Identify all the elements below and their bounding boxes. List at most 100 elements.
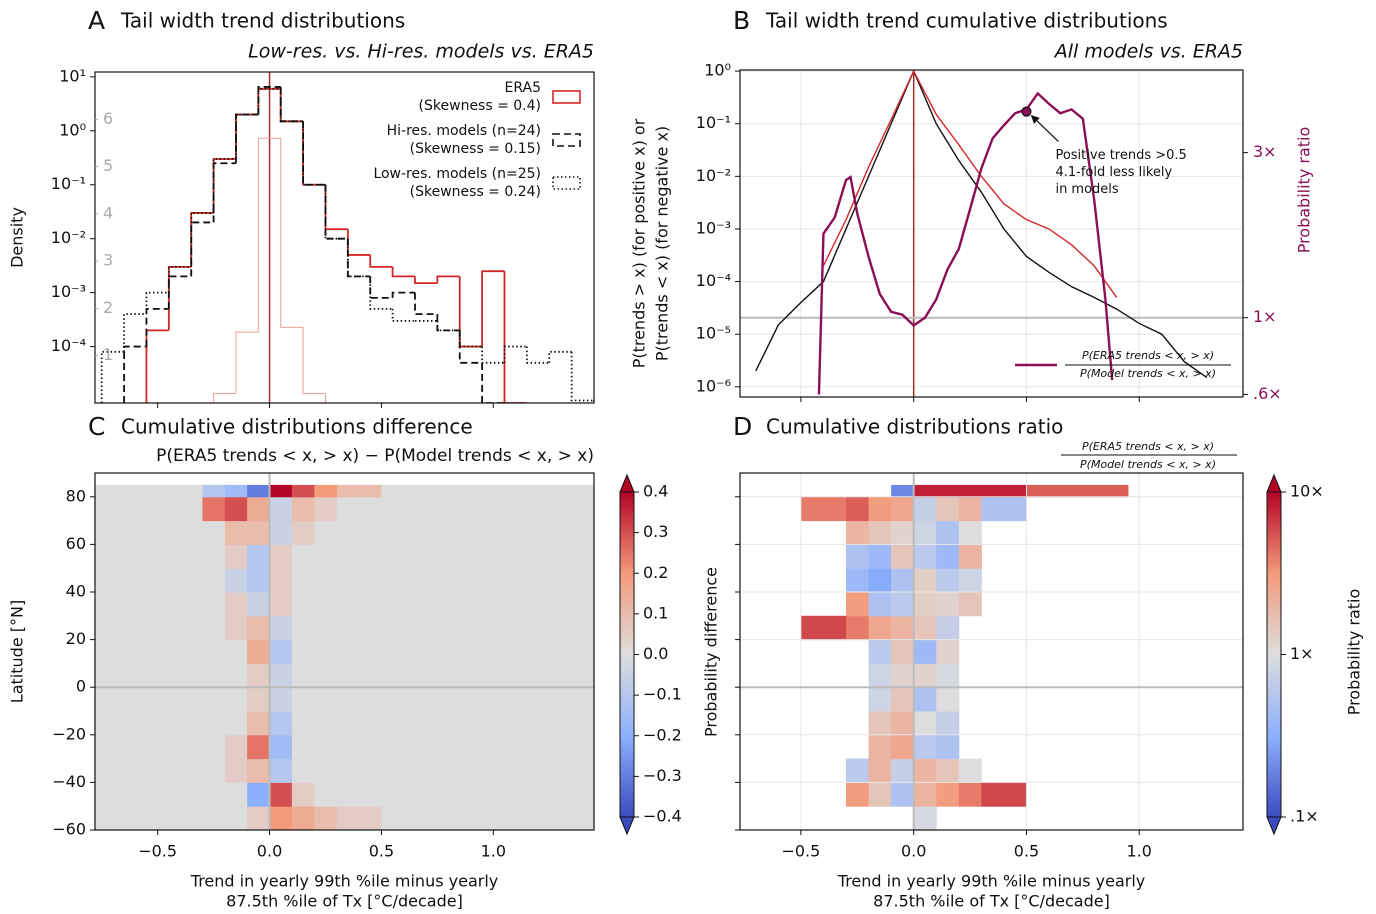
x-tick-label: 0.0: [901, 842, 926, 861]
colorbar-extend-min: [1266, 816, 1282, 836]
y-tick-label: 10⁰: [59, 120, 86, 139]
heatmap-cell: [381, 782, 594, 807]
x-tick-label: −0.5: [138, 842, 177, 861]
heatmap-cell: [381, 758, 594, 783]
heatmap-cell: [936, 592, 960, 617]
colorbar-tick-label: .1×: [1290, 807, 1319, 826]
annotation-text: 4.1-fold less likely: [1055, 165, 1172, 180]
heatmap-cell: [336, 484, 382, 498]
heatmap-cell: [247, 758, 271, 783]
histogram-bin: [235, 113, 259, 160]
colorbar-label: Probability difference: [702, 567, 721, 737]
heatmap-cell: [936, 520, 960, 545]
histogram-bin: [324, 184, 348, 240]
histogram-bin: [548, 350, 572, 363]
histogram-bin: [436, 314, 460, 332]
y-tick-label: 10⁻²: [696, 166, 731, 185]
histogram-bin: [391, 308, 415, 322]
heatmap-cell: [157, 734, 203, 760]
histogram-bin: [369, 276, 393, 299]
legend-label: P(ERA5 trends < x, > x): [1082, 349, 1214, 362]
histogram-bin: [458, 330, 483, 364]
heatmap-cell: [314, 484, 338, 498]
heatmap-cell: [913, 484, 937, 498]
y2-tick-label: 3: [103, 251, 113, 270]
heatmap-cell: [247, 734, 271, 760]
heatmap-cell: [269, 687, 293, 712]
heatmap-cell: [336, 592, 382, 617]
heatmap-cell: [95, 758, 159, 783]
heatmap-cell: [381, 663, 594, 688]
histogram-bin: [145, 291, 169, 315]
heatmap-cell: [936, 687, 960, 712]
heatmap-cell: [868, 496, 892, 522]
plot-area: [100, 72, 594, 403]
heatmap-cell: [891, 782, 915, 807]
annotation-text: Positive trends >0.5: [1055, 148, 1186, 163]
heatmap-cell: [157, 663, 203, 688]
heatmap-cell: [291, 806, 315, 830]
heatmap-cell: [202, 687, 226, 712]
histogram-bin: [570, 351, 594, 402]
legend-swatch: [552, 176, 581, 190]
y2-axis-label: Probability ratio: [1295, 127, 1314, 254]
heatmap-cell: [291, 496, 315, 522]
heatmap-cell: [913, 711, 937, 736]
histogram-bin: [235, 113, 259, 160]
heatmap-cell: [157, 687, 203, 712]
histogram-bin: [190, 221, 214, 277]
heatmap-cell: [224, 484, 248, 498]
panel-title: Cumulative distributions difference: [121, 415, 473, 439]
heatmap-cell: [958, 592, 982, 617]
heatmap-cell: [381, 520, 594, 545]
heatmap-cell: [202, 806, 226, 830]
heatmap-cell: [157, 615, 203, 641]
heatmap-cell: [157, 544, 203, 569]
heatmap-cell: [314, 758, 338, 783]
y-tick-label: 10⁻³: [51, 282, 86, 301]
histogram-bin: [503, 345, 527, 363]
histogram-bin: [145, 307, 169, 347]
y-tick-label: 10⁻¹: [51, 174, 86, 193]
heatmap-cell: [269, 520, 293, 545]
legend-note: (Skewness = 0.15): [410, 141, 541, 157]
heatmap-cell: [846, 544, 870, 569]
colorbar-extend-max: [1266, 473, 1282, 493]
heatmap-cell: [958, 568, 982, 593]
histogram-bin: [279, 88, 304, 123]
heatmap-cell: [291, 615, 315, 641]
histogram-bin: [145, 329, 169, 403]
histogram-drop: [503, 271, 527, 403]
heatmap-cell: [314, 782, 338, 807]
heatmap-cell: [202, 758, 226, 783]
heatmap-cell: [981, 484, 1027, 498]
histogram-bin: [302, 327, 326, 395]
y2-tick-label: 1×: [1253, 307, 1277, 326]
heatmap-cell: [95, 711, 159, 736]
y-tick-label: 10⁻⁴: [696, 271, 731, 290]
heatmap-cell: [314, 496, 338, 522]
x-tick-label: 0.0: [257, 842, 282, 861]
heatmap-cell: [202, 663, 226, 688]
x-tick-label: 1.0: [481, 842, 506, 861]
y-axis-label: P(trends < x) (for negative x): [653, 126, 672, 361]
heatmap-cell: [846, 782, 870, 807]
histogram-bin: [212, 158, 236, 213]
heatmap-cell: [958, 758, 982, 783]
heatmap-cell: [336, 568, 382, 593]
histogram-bin: [100, 350, 125, 403]
histogram-bin: [167, 275, 192, 309]
subtitle-numerator: P(ERA5 trends < x, > x): [1082, 440, 1214, 453]
heatmap-cell: [95, 687, 159, 712]
colorbar-tick-label: −0.3: [643, 766, 682, 785]
histogram-bin: [302, 121, 326, 186]
heatmap-cell: [247, 806, 271, 830]
y-tick-label: 0: [76, 677, 86, 696]
heatmap-cell: [224, 544, 248, 569]
heatmap-cell: [269, 484, 293, 498]
y-tick-label: −60: [52, 820, 86, 839]
heatmap-cell: [913, 639, 937, 664]
heatmap-cell: [868, 520, 892, 545]
legend-label: Hi-res. models (n=24): [387, 123, 541, 139]
